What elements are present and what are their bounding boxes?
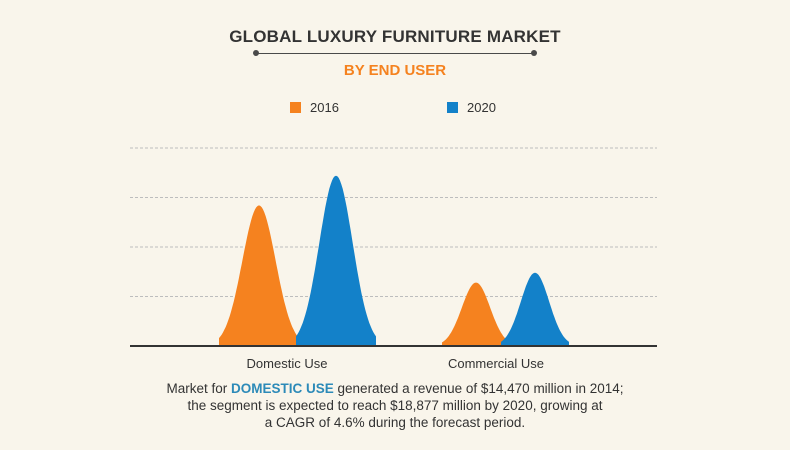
footnote-line-3: a CAGR of 4.6% during the forecast perio…	[264, 415, 526, 430]
chart-title: GLOBAL LUXURY FURNITURE MARKET	[229, 27, 561, 46]
divider-right-dot	[531, 50, 537, 56]
peak-2020-commercial-use	[501, 272, 569, 346]
legend-label-2020: 2020	[467, 99, 496, 115]
chart-subtitle: BY END USER	[343, 62, 447, 79]
legend-swatch-2016	[290, 101, 301, 113]
x-tick-label: Commercial Use	[448, 356, 544, 371]
legend-label-2016: 2016	[310, 99, 339, 115]
peak-2016-domestic-use	[219, 205, 299, 346]
legend-item-2020: 2020	[447, 99, 496, 115]
footnote-line-1: Market for DOMESTIC USE generated a reve…	[0, 380, 790, 397]
peak-2020-domestic-use	[296, 175, 376, 346]
x-tick-label: Domestic Use	[247, 356, 328, 371]
peak-2016-commercial-use	[442, 282, 510, 346]
legend-item-2016: 2016	[290, 99, 339, 115]
footnote-suffix: generated a revenue of $14,470 million i…	[333, 381, 624, 396]
title-divider	[256, 53, 534, 54]
legend-swatch-2020	[447, 101, 458, 113]
footnote-prefix: Market for	[166, 381, 232, 396]
footnote-highlight: DOMESTIC USE	[231, 381, 334, 396]
footnote: Market for DOMESTIC USE generated a reve…	[0, 380, 790, 431]
footnote-line-2: the segment is expected to reach $18,877…	[187, 398, 603, 413]
